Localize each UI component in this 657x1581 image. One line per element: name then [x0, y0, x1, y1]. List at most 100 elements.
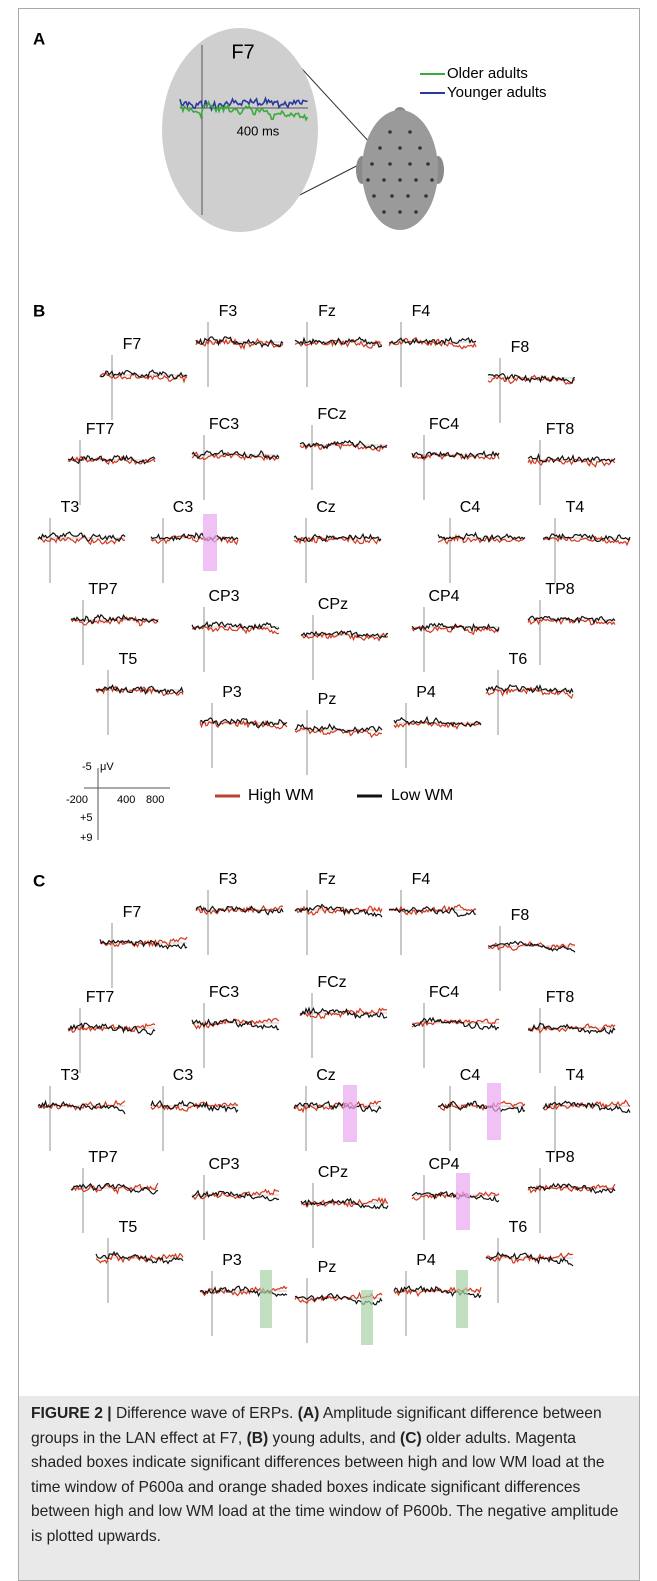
legend-label: Older adults: [447, 65, 528, 82]
waveform: [191, 1018, 280, 1031]
waveform: [485, 686, 574, 700]
electrode-label: TP8: [545, 581, 574, 598]
waveform: [195, 336, 284, 349]
waveform: [293, 1100, 382, 1114]
waveform: [67, 454, 156, 465]
caption-text: Amplitude significant difference between…: [31, 1405, 602, 1447]
electrode-label: T3: [61, 1067, 80, 1084]
waveform: [195, 905, 284, 916]
caption-text: young adults, and: [268, 1429, 400, 1447]
waveform: [199, 717, 288, 729]
waveform: [300, 630, 389, 639]
waveform: [191, 620, 280, 631]
electrode-label: F8: [511, 907, 530, 924]
scalp: [362, 110, 438, 230]
electrode-label: F7: [123, 904, 142, 921]
waveform: [294, 336, 383, 348]
waveform: [487, 940, 576, 951]
waveform: [388, 906, 476, 917]
legend-label: High WM: [248, 787, 314, 804]
electrode-label: CPz: [318, 596, 348, 613]
electrode-label: Pz: [318, 1259, 337, 1276]
waveform: [191, 1189, 280, 1202]
waveform: [388, 336, 477, 346]
significance-box: [361, 1290, 373, 1345]
electrode-label: C4: [460, 499, 481, 516]
waveform: [179, 100, 309, 122]
electrode-label: T4: [566, 1067, 585, 1084]
significance-box: [456, 1173, 470, 1230]
electrode-label: FC4: [429, 416, 459, 433]
significance-box: [456, 1270, 468, 1328]
electrode-dot: [418, 146, 422, 150]
waveform: [294, 903, 383, 918]
legend-label: Younger adults: [447, 84, 547, 101]
waveform: [294, 723, 383, 735]
waveform: [191, 449, 280, 461]
waveform: [95, 683, 184, 695]
electrode-label: TP7: [88, 1149, 117, 1166]
significance-box: [203, 514, 217, 571]
waveform: [411, 1016, 500, 1031]
electrode-dot: [414, 210, 418, 214]
electrode-label: Cz: [316, 499, 336, 516]
electrode-label: F4: [412, 303, 431, 320]
caption-ref: (B): [246, 1429, 269, 1447]
waveform: [527, 617, 616, 626]
electrode-dot: [398, 210, 402, 214]
waveform: [95, 1250, 184, 1265]
waveform: [542, 535, 631, 547]
significance-box: [260, 1270, 272, 1328]
waveform: [37, 531, 126, 543]
waveform: [199, 1285, 288, 1297]
waveform: [99, 939, 188, 950]
waveform: [485, 1252, 574, 1264]
panel-label: B: [33, 301, 45, 320]
waveform: [527, 452, 616, 464]
waveform: [527, 1183, 616, 1194]
electrode-dot: [390, 194, 394, 198]
electrode-label: F4: [412, 871, 431, 888]
waveform: [542, 1100, 631, 1114]
waveform: [527, 615, 616, 625]
electrode-label: T6: [509, 1219, 528, 1236]
waveform: [542, 532, 631, 542]
electrode-label: F7: [231, 41, 254, 63]
waveform: [487, 940, 576, 953]
waveform: [293, 1100, 382, 1114]
electrode-dot: [408, 130, 412, 134]
scale-label: 800: [146, 794, 164, 806]
electrode-label: CP4: [428, 1156, 459, 1173]
scale-label: -200: [66, 794, 88, 806]
waveform: [411, 450, 500, 460]
electrode-label: FT7: [86, 989, 115, 1006]
electrode-dot: [424, 194, 428, 198]
waveform: [294, 905, 383, 916]
electrode-label: F7: [123, 336, 142, 353]
electrode-label: C3: [173, 499, 194, 516]
waveform: [411, 622, 500, 633]
waveform: [485, 683, 574, 695]
electrode-label: CPz: [318, 1164, 348, 1181]
electrode-label: Pz: [318, 691, 337, 708]
waveform: [388, 337, 477, 350]
electrode-dot: [382, 210, 386, 214]
time-label: 400 ms: [237, 123, 280, 138]
scale-label: 400: [117, 794, 135, 806]
electrode-label: FC3: [209, 416, 239, 433]
electrode-label: C3: [173, 1067, 194, 1084]
waveform: [393, 715, 482, 728]
electrode-dot: [406, 194, 410, 198]
waveform: [70, 613, 159, 625]
waveform: [299, 440, 388, 452]
electrode-label: C4: [460, 1067, 481, 1084]
waveform: [150, 531, 239, 542]
figure-border: [18, 8, 640, 1396]
waveform: [37, 1099, 126, 1111]
scale-label: +9: [80, 832, 93, 844]
waveform: [300, 1196, 389, 1208]
scale-label: +5: [80, 812, 93, 824]
waveform: [37, 1099, 126, 1115]
electrode-label: Fz: [318, 303, 336, 320]
